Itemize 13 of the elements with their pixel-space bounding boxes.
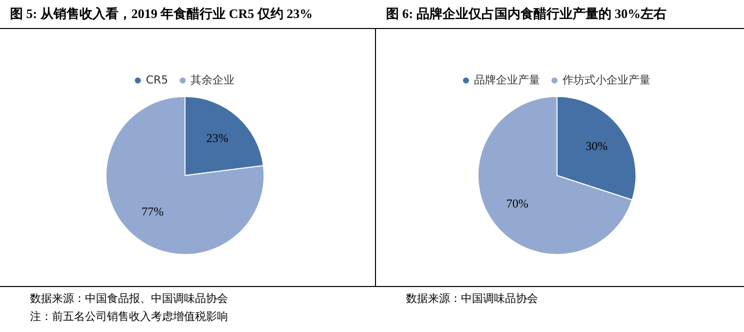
legend-label: 作坊式小企业产量 — [562, 73, 650, 86]
chart-title: 图 6: 品牌企业仅占国内食醋行业产量的 30%左右 — [385, 5, 668, 23]
source-note: 数据来源：中国食品报、中国调味品协会 — [30, 292, 229, 307]
chart-title: 图 5: 从销售收入看，2019 年食醋行业 CR5 仅约 23% — [9, 5, 314, 23]
source-note: 数据来源：中国调味品协会 — [406, 292, 539, 307]
text: 注：前五名公司销售收入考虑增值税影响 — [30, 310, 229, 325]
legend-label: 品牌企业产量 — [474, 73, 540, 86]
data-label: 23% — [206, 130, 228, 145]
data-label: 70% — [506, 196, 528, 210]
legend-label: 其余企业 — [190, 73, 235, 86]
legend-label: CR5 — [146, 73, 168, 86]
data-label: 30% — [586, 138, 608, 153]
data-label: 77% — [142, 204, 164, 218]
